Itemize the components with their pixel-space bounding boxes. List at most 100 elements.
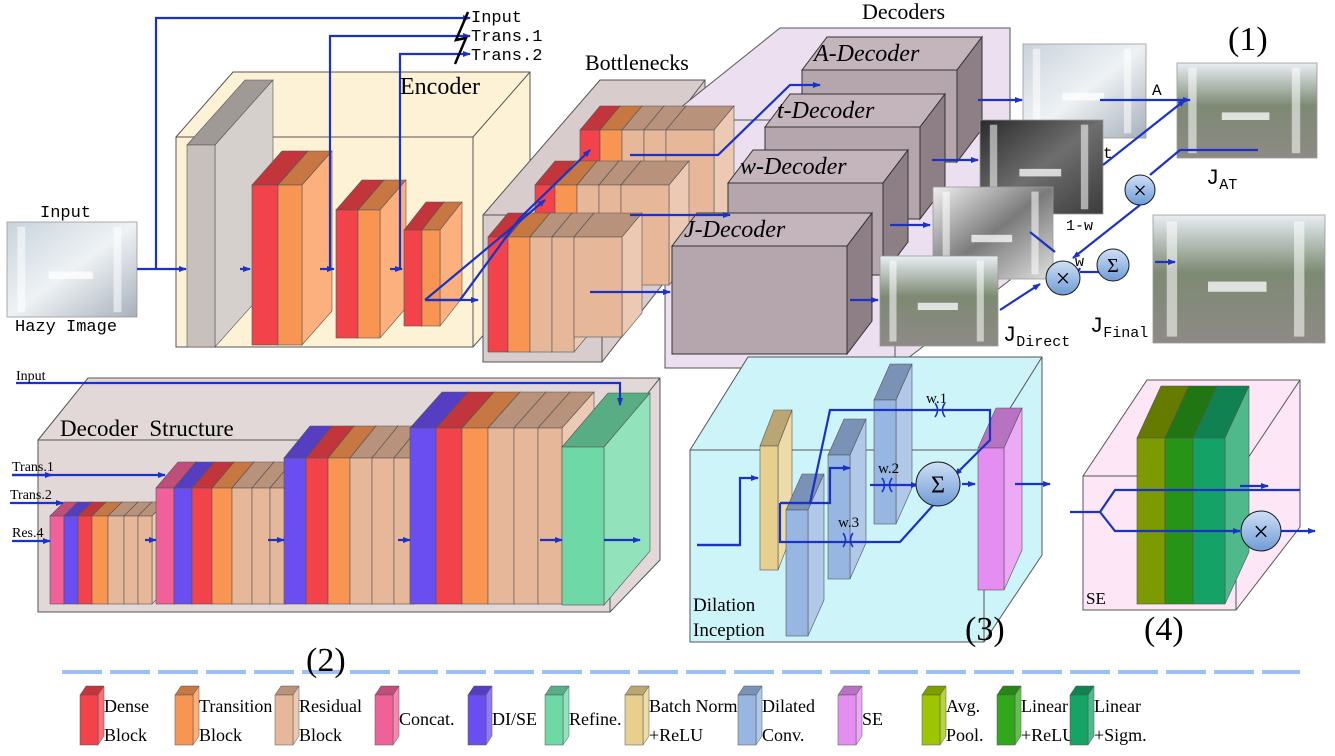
ds-stage1-7-front [137,515,153,605]
op-sum-final: Σ [1096,248,1130,282]
transmission-map-image-pillar-left [989,124,998,210]
legend-swatch [1069,694,1089,746]
bottleneck-row3-block3-front [529,236,553,353]
op-multiply-at-symbol: × [1133,178,1147,204]
legend-label-2: Block [299,725,342,745]
ds-stage4-3-front [461,427,489,605]
weight-w2: w.2 [878,461,899,477]
se-linrelu-block-front [1164,437,1194,605]
ds-stage4-1-front [409,427,437,605]
legend-swatch [837,694,857,746]
arrow-trans2-skip [398,51,471,269]
label-A: A [1152,82,1162,100]
legend-swatch [274,694,294,746]
hazy-input-image-bench [48,271,93,279]
bottleneck-row3-block5 [573,212,643,338]
legend-label-2: +ReLU [649,725,703,745]
se-title: SE [1086,589,1106,608]
ds-arrow-input [16,381,623,406]
op-sum-dilation-circle [915,461,961,507]
switch-label-trans1: Trans.1 [471,28,542,47]
legend-item-1: Dense Block [79,685,149,746]
di-arrow-path-1 [780,408,992,505]
ds-stage4-5-front [513,427,539,605]
legend-label-1: Linear [1094,696,1141,716]
se-linsigm-block-front [1192,437,1226,605]
ops-layer: × × Σ Σ × [453,11,1282,552]
legend-label-1: Linear [1021,696,1068,716]
di-se-block-front [977,447,1005,591]
encoder-dense-1-front [251,184,279,346]
hazy-input-image [6,221,138,318]
legend-label-1: Transition [199,696,272,716]
legend-item-2: Transition Block [174,685,272,746]
weight-map-image-pillar-left [942,191,950,275]
legend-swatch [467,694,487,746]
ds-res4-label: Res.4 [12,526,44,541]
arrow-to-bottleneck-row2 [424,199,546,301]
bottlenecks-label: Bottlenecks [585,50,689,75]
j-at-image-bench [1221,112,1270,120]
legend-label-1: Batch Norm. [649,696,742,716]
ds-refine-block-front [561,446,605,606]
legend-label-2: Conv. [762,725,804,745]
w-decoder-label: w-Decoder [740,154,847,180]
j-direct-image [879,255,999,347]
se-avgpool-block-front [1136,437,1166,605]
encoder-trans-2-front [357,209,381,339]
ds-trans2-label: Trans.2 [10,488,52,503]
dilation-title-2: Inception [693,620,765,641]
bottleneck-row3-block5-front [573,236,623,338]
op-multiply-direct-circle [1045,260,1081,296]
di-dilated-2 [827,418,867,580]
op-multiply-direct-symbol: × [1056,264,1071,293]
encoder-trans-3 [421,201,463,327]
j-direct-image-pillar-right [976,260,984,342]
arrow-to-a-decoder [630,82,821,157]
op-sum-final-symbol: Σ [1107,255,1119,277]
ds-stage3-5-front [371,457,395,605]
legend-label-2: Block [104,725,147,745]
weight-mark-3 [842,532,854,548]
legend-item-11: Linear +ReLU [996,685,1075,746]
label-J-Final: JFinal [1090,314,1148,342]
legend-item-8: Dilated Conv. [737,685,815,746]
encoder-trans-1 [277,150,333,346]
t-decoder-label: t-Decoder [777,98,875,124]
ds-stage3-3-front [327,457,351,605]
ds-stage1-2-front [63,515,79,605]
label-one-minus-w: 1-w [1066,218,1093,235]
switch-label-trans2: Trans.2 [471,47,542,66]
legend-label-1: DI/SE [492,709,537,729]
label-w: w [1075,254,1084,271]
legend-label-1: Concat. [399,709,455,729]
legend-swatch [624,694,644,746]
ds-stage4-2-front [435,427,463,605]
images-layer [6,43,1326,347]
j-at-image [1176,62,1318,159]
arrow-trans1-skip [328,33,471,269]
ds-stage1-6-front [123,515,139,605]
op-multiply-at: × [1124,174,1156,206]
encoder-dense-3-front [403,229,423,327]
encoder-dense-2-front [335,209,359,339]
switch-icon [453,11,470,65]
arrow-mult-to-sum [1072,204,1141,259]
legend-label-2: Block [199,725,242,745]
atmospheric-light-image-pillar-left [1032,48,1041,134]
weight-w3: w.3 [838,515,859,531]
bottleneck-row3-block2-front [507,236,531,353]
atmospheric-light-image-pillar-right [1123,48,1132,134]
ds-stage3-1-front [283,457,307,605]
ds-stage2-6-front [251,487,271,605]
weight-map-image-pillar-right [1031,191,1039,275]
encoder-trans-1-side [301,150,333,346]
legend-label-1: Dense [104,696,149,716]
di-dilated-2-front [827,454,851,580]
j-at-image-pillar-right [1291,67,1301,154]
j-final-image [1152,214,1326,344]
legend-label-1: Refine. [569,709,621,729]
hazy-input-image-pillar-right [113,226,122,313]
bottleneck-row3-block1-front [487,236,509,353]
